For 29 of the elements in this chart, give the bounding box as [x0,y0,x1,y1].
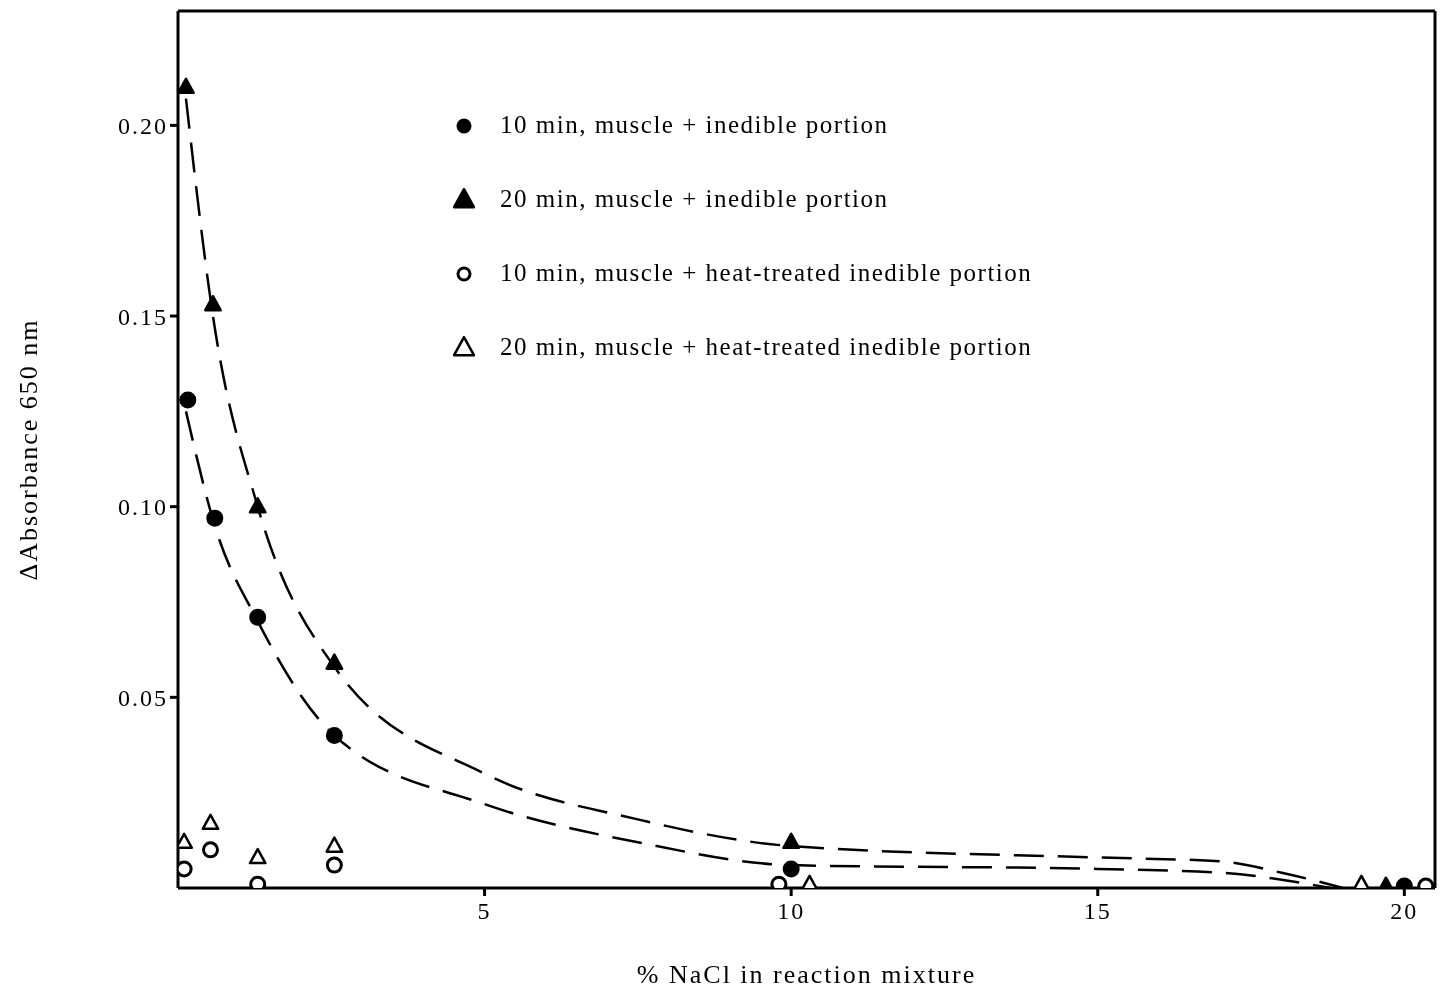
x-tick-label: 10 [777,898,806,925]
legend-label: 10 min, muscle + heat-treated inedible portion [500,259,1033,287]
y-tick-label: 0.10 [118,494,168,521]
x-axis-title: % NaCl in reaction mixture [636,960,977,989]
point [204,294,222,312]
point [201,813,220,831]
point [206,509,224,527]
point [178,77,195,95]
x-tick-label: 15 [1083,898,1112,925]
point [248,847,267,865]
point [249,608,267,626]
point [325,836,344,853]
point [179,391,197,409]
point [202,841,219,859]
point [325,856,343,874]
y-axis-title: ΔAbsorbance 650 nm [14,318,44,581]
y-tick-label: 0.05 [118,684,168,711]
point [782,860,800,878]
legend-label: 20 min, muscle + heat-treated inedible portion [500,333,1033,361]
y-tick-label: 0.15 [118,303,168,330]
legend-label: 20 min, muscle + inedible portion [500,185,889,213]
x-tick-label: 5 [477,898,492,925]
point [248,497,267,514]
point [325,726,343,744]
point [325,653,344,670]
legend-label: 10 min, muscle + inedible portion [500,111,889,139]
point [782,832,801,850]
x-tick-label: 20 [1390,898,1419,925]
y-tick-label: 0.20 [118,112,168,139]
